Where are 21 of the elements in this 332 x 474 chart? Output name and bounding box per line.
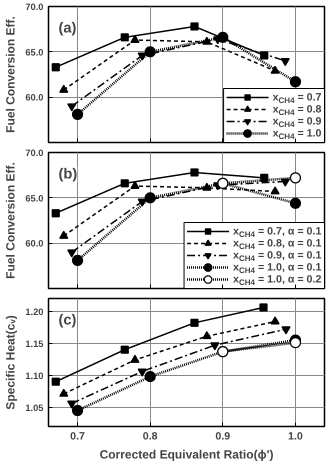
y-tick-label: 70.0: [25, 2, 44, 12]
y-tick-label: 65.0: [25, 47, 44, 58]
annotation: (a): [58, 20, 77, 36]
y-tick-label: 1.10: [25, 370, 44, 381]
y-axis-title: Fuel Conversion Eff.: [3, 162, 18, 279]
x-tick-label: 0.8: [142, 430, 158, 442]
annotation: (b): [58, 166, 78, 182]
y-tick-label: 60.0: [25, 92, 44, 103]
y-tick-label: 1.20: [25, 306, 44, 317]
y-axis-title: Specific Heat(cᵥ): [3, 315, 18, 410]
y-tick-label: 60.0: [25, 238, 44, 249]
y-tick-label: 65.0: [25, 193, 44, 204]
y-tick-label: 70.0: [25, 148, 44, 158]
y-tick-label: 1.05: [25, 402, 44, 413]
y-axis-title: Fuel Conversion Eff.: [3, 16, 18, 133]
x-tick-label: 1.0: [288, 430, 303, 442]
annotation: (c): [58, 312, 77, 328]
y-tick-label: 1.15: [25, 338, 44, 349]
x-axis-title: Corrected Equivalent Ratio(ϕ'): [100, 448, 274, 462]
x-tick-label: 0.7: [70, 430, 86, 442]
x-tick-label: 0.9: [215, 430, 230, 442]
